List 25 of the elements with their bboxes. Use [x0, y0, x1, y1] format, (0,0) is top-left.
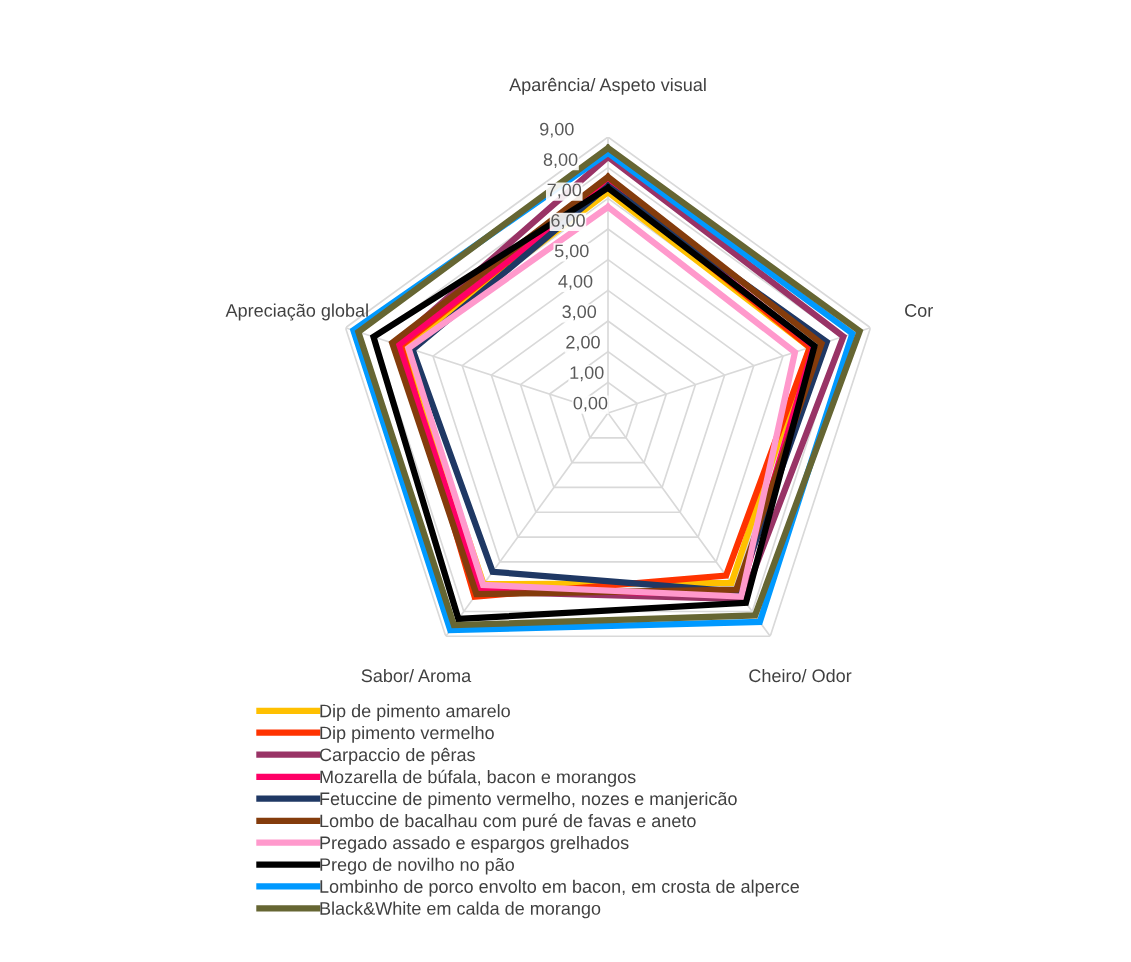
spoke-label: Cor: [905, 304, 933, 317]
legend-label: Black&White em calda de morango: [320, 901, 601, 919]
y-tick-label: 7,00: [547, 183, 582, 199]
legend-label: Carpaccio de pêras: [319, 747, 475, 765]
legend-label: Pregado assado e espargos grelhados: [320, 835, 629, 853]
legend-label: Dip pimento vermelho: [320, 725, 494, 743]
legend-label: Fetuccine de pimento vermelho, nozes e manjericão: [320, 791, 737, 809]
spoke-label: Sabor/ Aroma: [361, 668, 472, 683]
legend-label: Mozarella de búfala, bacon e morangos: [320, 769, 636, 787]
y-tick-label: 1,00: [570, 366, 604, 382]
y-tick-label: 8,00: [543, 153, 578, 169]
y-tick-label: 6,00: [551, 214, 585, 229]
y-tick-label: 5,00: [554, 244, 589, 260]
legend-label: Dip de pimento amarelo: [320, 704, 510, 721]
spoke-label: Apreciação global: [225, 303, 368, 321]
y-tick-label: 0,00: [573, 396, 608, 412]
legend-label: Prego de novilho no pão: [320, 857, 514, 875]
spoke-label: Cheiro/ Odor: [749, 668, 852, 683]
y-tick-label: 4,00: [558, 274, 593, 290]
legend-label: Lombinho de porco envolto em bacon, em crosta de alperce: [320, 879, 799, 897]
y-tick-label: 3,00: [562, 305, 597, 321]
legend-label: Lombo de bacalhau com puré de favas e aneto: [320, 813, 696, 831]
y-tick-label: 2,00: [566, 335, 600, 351]
spoke-label: Aparência/ Aspeto visual: [509, 77, 706, 95]
y-tick-label: 9,00: [540, 122, 574, 138]
